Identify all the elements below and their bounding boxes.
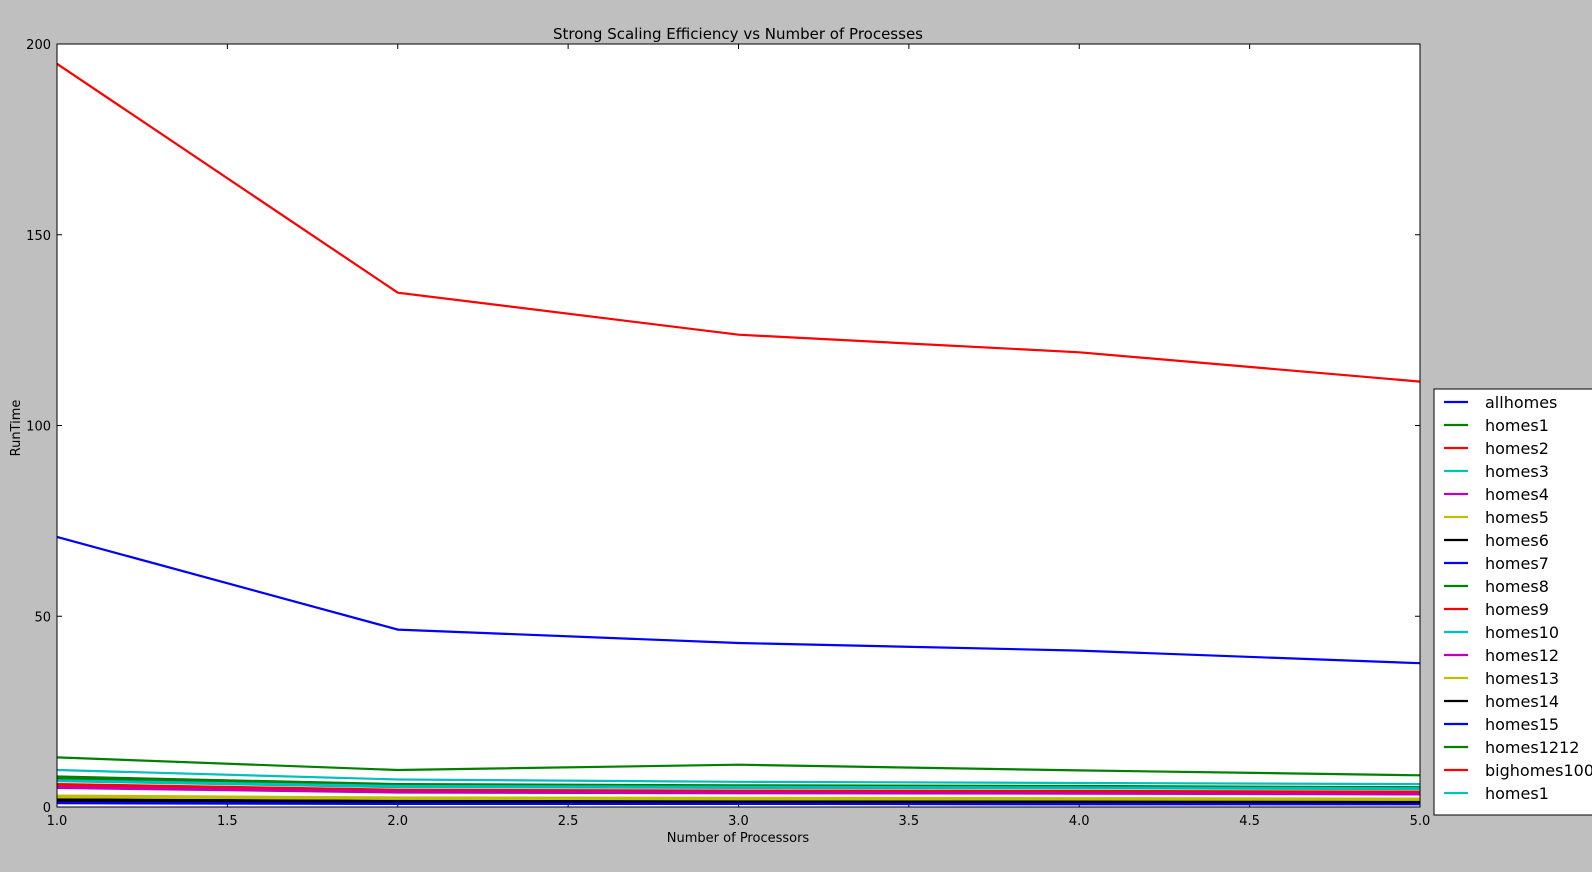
y-tick-label: 100: [26, 420, 51, 435]
series-line-homes1: [56, 779, 1421, 790]
x-tick-label: 1.5: [217, 814, 238, 829]
legend-label: homes4: [1485, 485, 1549, 504]
x-tick-label: 3.0: [728, 814, 749, 829]
series-line-homes5: [56, 794, 1421, 800]
legend-label: homes15: [1485, 715, 1559, 734]
x-tick-label: 1.0: [47, 814, 68, 829]
y-tick-label: 200: [26, 38, 51, 53]
legend-box: [1433, 388, 1592, 816]
legend-label: homes13: [1485, 669, 1559, 688]
x-tick-label: 4.5: [1239, 814, 1260, 829]
series-line-homes10: [56, 768, 1421, 786]
x-axis-label: Number of Processors: [667, 831, 810, 846]
y-tick-label: 0: [43, 801, 51, 816]
legend-label: homes1: [1485, 784, 1549, 803]
legend-label: homes2: [1485, 439, 1549, 458]
series-line-homes15: [56, 802, 1420, 806]
series-line-homes2: [56, 783, 1421, 793]
series-lines: [56, 62, 1421, 806]
y-axis-label: RunTime: [9, 400, 24, 457]
series-line-homes13: [56, 795, 1421, 801]
y-tick-label: 150: [26, 229, 51, 244]
series-line-homes1212: [56, 775, 1421, 789]
plot-area: [57, 44, 1420, 807]
legend-label: homes9: [1485, 600, 1549, 619]
series-line-bighomes100: [56, 62, 1421, 383]
legend-label: homes3: [1485, 462, 1549, 481]
x-tick-label: 4.0: [1069, 814, 1090, 829]
legend-label: homes12: [1485, 646, 1559, 665]
chart-title: Strong Scaling Efficiency vs Number of P…: [553, 25, 923, 43]
legend-label: homes5: [1485, 508, 1549, 527]
legend-label: allhomes: [1485, 393, 1557, 412]
legend-label: homes8: [1485, 577, 1549, 596]
y-tick-label: 50: [34, 610, 51, 625]
series-line-homes8: [56, 756, 1421, 777]
x-tick-label: 5.0: [1410, 814, 1431, 829]
series-line-homes12: [56, 786, 1421, 796]
x-tick-label: 2.5: [558, 814, 579, 829]
legend-label: homes7: [1485, 554, 1549, 573]
x-tick-label: 2.0: [387, 814, 408, 829]
series-line-homes14: [56, 799, 1421, 804]
legend-label: homes10: [1485, 623, 1559, 642]
legend-label: homes1212: [1485, 738, 1579, 757]
legend-label: homes14: [1485, 692, 1559, 711]
legend-label: homes1: [1485, 416, 1549, 435]
series-line-allhomes: [56, 535, 1421, 665]
axis-ticks: 1.0 1.5 2.0 2.5 3.0 3.5 4.0 4.5 5.0 0 50 100 150 200: [26, 38, 1430, 829]
plot-frame: [56, 43, 1421, 808]
legend-label: bighomes100: [1485, 761, 1592, 780]
legend-label: homes6: [1485, 531, 1549, 550]
legend: allhomes homes1 homes2 homes3 homes4 homes5 ho…: [1433, 388, 1592, 816]
x-tick-label: 3.5: [899, 814, 920, 829]
